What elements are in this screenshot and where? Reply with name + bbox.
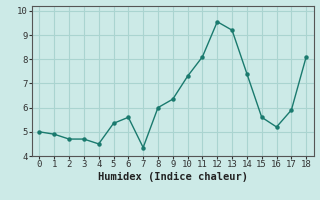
X-axis label: Humidex (Indice chaleur): Humidex (Indice chaleur) xyxy=(98,172,248,182)
